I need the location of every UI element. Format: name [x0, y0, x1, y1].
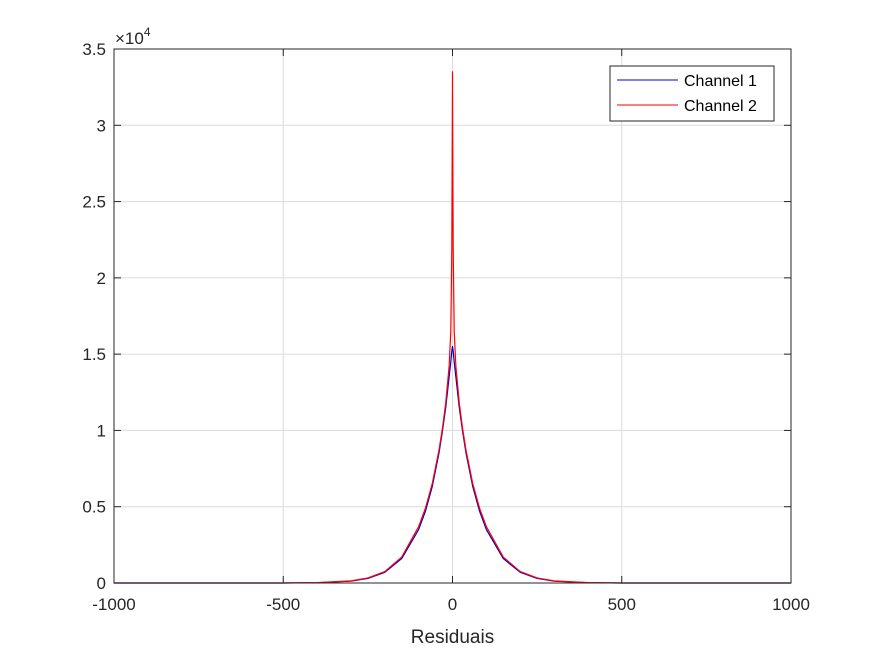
legend: Channel 1 Channel 2	[609, 65, 775, 122]
series-line-channel-2	[114, 71, 791, 584]
y-tick-label: 3	[97, 116, 106, 135]
x-tick-label: -500	[266, 595, 300, 614]
y-tick-label: 3.5	[82, 40, 106, 59]
y-tick-label: 1	[97, 421, 106, 440]
x-tick-label: -1000	[92, 595, 135, 614]
legend-label-channel-1: Channel 1	[684, 73, 757, 90]
y-exponent-power: 4	[144, 25, 151, 39]
y-exponent-label: ×104	[115, 25, 151, 48]
series-line-channel-1	[114, 345, 791, 584]
series-layer	[114, 71, 791, 584]
x-tick-labels: -1000 -500 0 500 1000	[92, 595, 810, 614]
legend-box	[609, 65, 775, 122]
x-tick-label: 0	[448, 595, 457, 614]
ticks	[113, 48, 792, 584]
legend-label-channel-2: Channel 2	[684, 98, 757, 115]
y-tick-label: 0.5	[82, 498, 106, 517]
y-tick-labels: 0 0.5 1 1.5 2 2.5 3 3.5	[82, 40, 106, 593]
y-tick-label: 1.5	[82, 345, 106, 364]
y-tick-label: 2.5	[82, 193, 106, 212]
y-tick-label: 0	[97, 574, 106, 593]
y-exponent-base: ×10	[115, 29, 144, 48]
y-tick-label: 2	[97, 269, 106, 288]
x-tick-label: 500	[608, 595, 636, 614]
x-tick-label: 1000	[772, 595, 810, 614]
x-axis-label: Residuais	[411, 627, 494, 648]
